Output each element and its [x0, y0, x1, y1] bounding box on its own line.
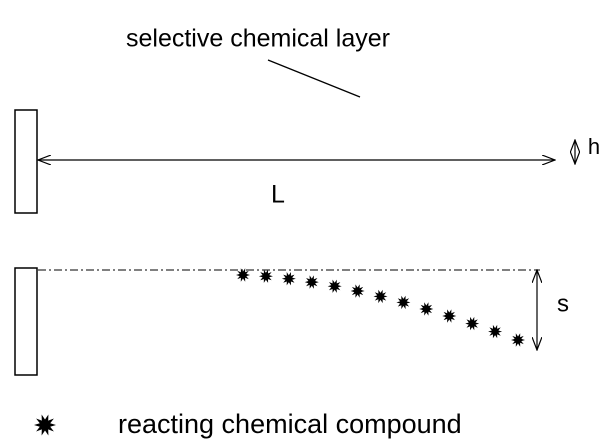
compound-dot	[281, 272, 296, 286]
pointer-line	[267, 59, 361, 98]
compound-dot	[442, 309, 457, 323]
top-wall	[14, 109, 38, 214]
deflection-label: s	[557, 290, 569, 317]
compound-dot	[488, 324, 503, 339]
compound-dot	[304, 275, 319, 289]
length-label: L	[271, 181, 285, 209]
legend-marker	[34, 414, 56, 436]
compound-dot	[419, 302, 434, 316]
compound-dots	[236, 268, 525, 347]
height-label: h	[588, 134, 600, 159]
compound-dot	[465, 316, 480, 331]
bottom-wall	[14, 267, 38, 376]
compound-dot	[396, 295, 411, 310]
compound-dot	[373, 289, 388, 304]
compound-dot	[327, 279, 342, 293]
compound-dot	[34, 414, 56, 436]
legend-label: reacting chemical compound	[118, 409, 462, 439]
compound-dot	[236, 268, 250, 282]
compound-dot	[258, 269, 273, 283]
compound-dot	[350, 284, 365, 298]
title: selective chemical layer	[126, 25, 390, 53]
compound-dot	[511, 333, 525, 347]
